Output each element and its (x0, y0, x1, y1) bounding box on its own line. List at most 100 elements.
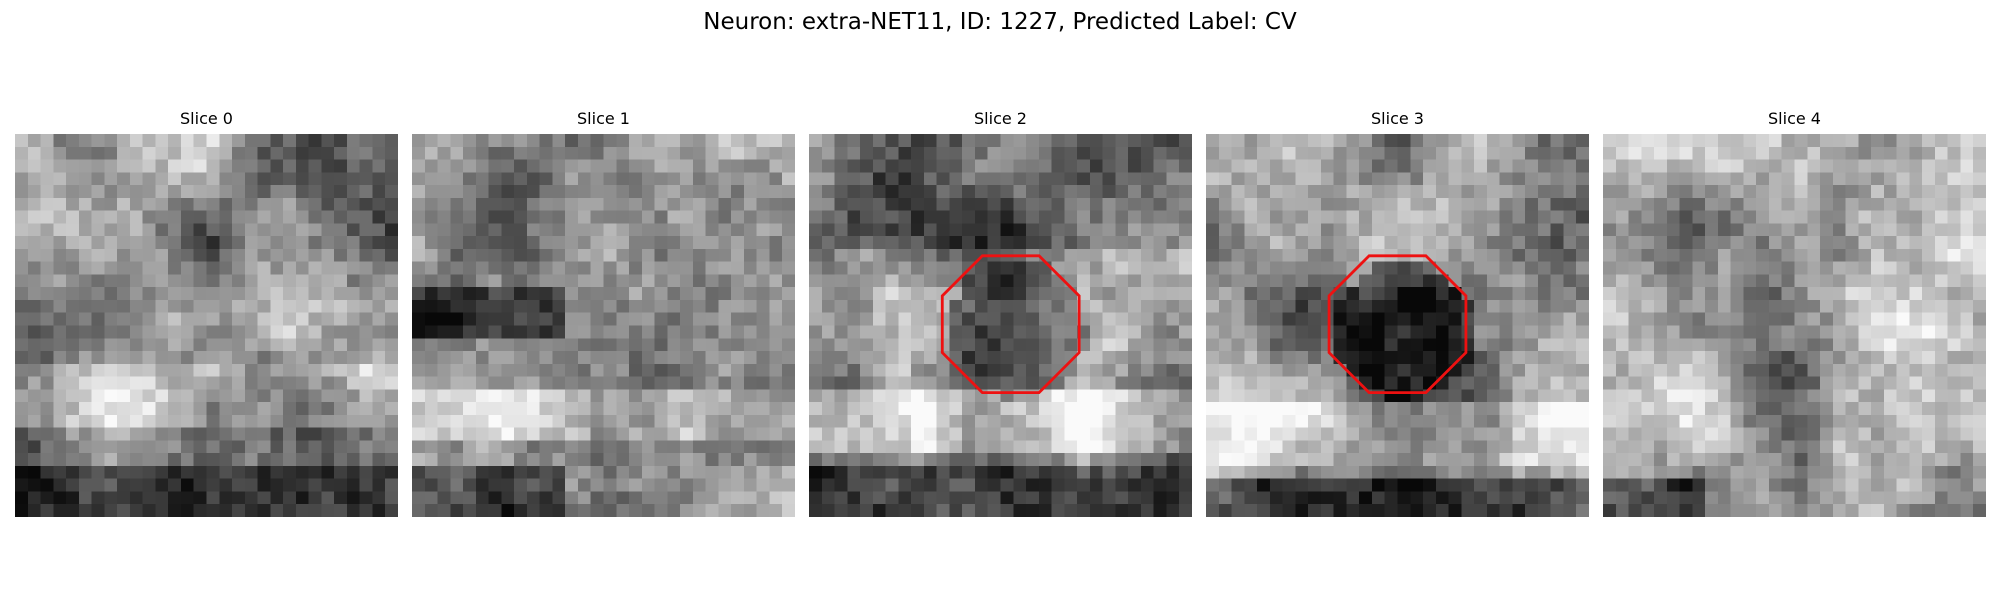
pixel (1768, 440, 1782, 454)
pixel (180, 274, 194, 288)
pixel (359, 389, 373, 403)
pixel (1333, 261, 1347, 275)
pixel (1858, 453, 1872, 467)
pixel (424, 465, 438, 479)
pixel (1038, 210, 1052, 224)
pixel (923, 465, 937, 479)
pixel (1026, 223, 1040, 237)
pixel (1603, 172, 1617, 186)
pixel (1051, 248, 1065, 262)
pixel (1960, 146, 1974, 160)
pixel (168, 376, 182, 390)
pixel (1000, 210, 1014, 224)
pixel (1423, 363, 1437, 377)
pixel (1781, 389, 1795, 403)
pixel (475, 389, 489, 403)
pixel (577, 185, 591, 199)
pixel (117, 453, 131, 467)
pixel (219, 185, 233, 199)
pixel (987, 427, 1001, 441)
pixel (359, 248, 373, 262)
pixel (1128, 197, 1142, 211)
pixel (923, 440, 937, 454)
pixel (193, 159, 207, 173)
pixel (1537, 248, 1551, 262)
pixel (168, 197, 182, 211)
pixel (475, 351, 489, 365)
pixel (731, 351, 745, 365)
pixel (1768, 210, 1782, 224)
pixel (1448, 478, 1462, 492)
pixel (1807, 351, 1821, 365)
pixel (475, 491, 489, 505)
pixel (1308, 185, 1322, 199)
pixel (1282, 363, 1296, 377)
pixel (412, 453, 426, 467)
pixel (1218, 185, 1232, 199)
pixel (743, 197, 757, 211)
pixel (1346, 185, 1360, 199)
pixel (66, 287, 80, 301)
pixel (705, 402, 719, 416)
pixel (1051, 338, 1065, 352)
pixel (1077, 236, 1091, 250)
pixel (1269, 261, 1283, 275)
pixel (1474, 146, 1488, 160)
pixel (769, 325, 783, 339)
pixel (1845, 440, 1859, 454)
pixel (1717, 236, 1731, 250)
pixel (219, 134, 233, 148)
pixel (552, 402, 566, 416)
pixel (987, 504, 1001, 517)
pixel (718, 453, 732, 467)
pixel (283, 287, 297, 301)
pixel (885, 312, 899, 326)
pixel (1768, 325, 1782, 339)
pixel (872, 159, 886, 173)
pixel (412, 312, 426, 326)
pixel (1525, 159, 1539, 173)
pixel (743, 274, 757, 288)
pixel (1064, 478, 1078, 492)
pixel (193, 389, 207, 403)
pixel (526, 440, 540, 454)
pixel (1257, 325, 1271, 339)
pixel (1692, 172, 1706, 186)
pixel (27, 363, 41, 377)
pixel (834, 504, 848, 517)
pixel (1410, 325, 1424, 339)
pixel (936, 185, 950, 199)
pixel (860, 325, 874, 339)
pixel (1537, 376, 1551, 390)
pixel (104, 351, 118, 365)
pixel (1730, 402, 1744, 416)
pixel (334, 338, 348, 352)
pixel (692, 159, 706, 173)
pixel (654, 248, 668, 262)
pixel (463, 453, 477, 467)
pixel (346, 172, 360, 186)
pixel (1730, 299, 1744, 313)
pixel (104, 146, 118, 160)
pixel (1026, 146, 1040, 160)
pixel (1499, 172, 1513, 186)
pixel (1448, 465, 1462, 479)
pixel (974, 172, 988, 186)
pixel (1474, 453, 1488, 467)
pixel (1026, 299, 1040, 313)
pixel (1730, 210, 1744, 224)
pixel (437, 248, 451, 262)
pixel (78, 134, 92, 148)
pixel (1615, 172, 1629, 186)
pixel (1934, 287, 1948, 301)
pixel (1486, 351, 1500, 365)
pixel (193, 414, 207, 428)
pixel (1743, 197, 1757, 211)
pixel (412, 146, 426, 160)
pixel (244, 223, 258, 237)
pixel (1102, 248, 1116, 262)
pixel (834, 134, 848, 148)
pixel (1654, 197, 1668, 211)
pixel (1295, 248, 1309, 262)
pixel (526, 338, 540, 352)
